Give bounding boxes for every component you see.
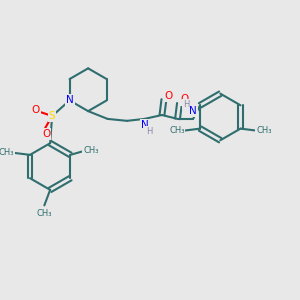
Text: H: H [183, 100, 190, 109]
Text: S: S [49, 111, 56, 121]
Text: CH₃: CH₃ [37, 209, 52, 218]
Text: N: N [189, 106, 197, 116]
Text: CH₃: CH₃ [0, 148, 14, 158]
Text: O: O [32, 105, 40, 115]
Text: N: N [141, 120, 148, 130]
Text: N: N [66, 95, 74, 105]
Text: CH₃: CH₃ [256, 126, 272, 135]
Text: O: O [165, 91, 173, 100]
Text: CH₃: CH₃ [169, 126, 184, 135]
Text: O: O [180, 94, 188, 104]
Text: O: O [42, 129, 50, 140]
Text: H: H [146, 127, 152, 136]
Text: CH₃: CH₃ [83, 146, 98, 155]
